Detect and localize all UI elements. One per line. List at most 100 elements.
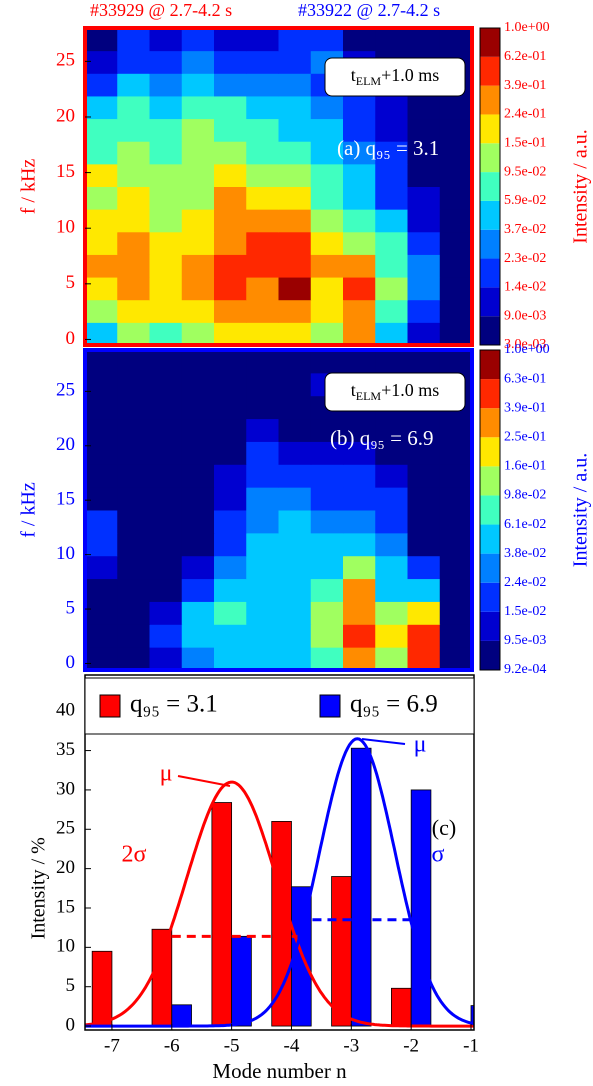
heat-cell <box>181 372 215 397</box>
bar <box>470 1005 474 1027</box>
heat-cell <box>310 578 344 602</box>
fit-curve <box>85 737 474 1028</box>
heat-cell <box>375 510 408 534</box>
heat-cell <box>246 231 279 255</box>
colorbar-band <box>480 379 500 409</box>
heat-cell <box>149 647 183 671</box>
heat-cell <box>149 532 183 557</box>
heat-cell <box>85 50 118 74</box>
heat-cell <box>85 28 118 52</box>
colorbar-band <box>480 350 500 380</box>
colorbar-tick-label: 9.0e-03 <box>504 308 546 323</box>
heat-cell <box>310 118 344 142</box>
heat-cell <box>246 418 279 442</box>
colorbar-tick-label: 9.5e-02 <box>504 164 546 179</box>
colorbar-band <box>480 611 500 641</box>
heat-cell <box>375 28 408 52</box>
heat-cell <box>85 510 118 534</box>
heat-cell <box>214 163 247 187</box>
y-tick-label: 10 <box>56 543 75 564</box>
heat-cell <box>439 118 473 142</box>
heat-cell <box>117 441 150 465</box>
heat-cell <box>439 510 473 534</box>
heat-cell <box>181 441 215 465</box>
heat-cell <box>439 254 473 278</box>
heat-cell <box>214 350 247 374</box>
heat-cell <box>439 322 473 346</box>
colorbar-tick-label: 1.5e-01 <box>504 135 546 150</box>
heat-cell <box>214 624 247 648</box>
heat-cell <box>375 647 408 671</box>
y-tick-label: 0 <box>66 1014 76 1035</box>
heat-cell <box>214 441 247 465</box>
y-tick-label: 10 <box>56 217 75 238</box>
colorbar-tick-label: 2.3e-02 <box>504 251 546 266</box>
heat-cell <box>343 464 376 488</box>
pointer <box>177 775 231 787</box>
heat-cell <box>214 418 247 442</box>
top-label: #33929 @ 2.7-4.2 s <box>90 0 232 20</box>
panel-border <box>83 26 474 347</box>
heat-cell <box>117 647 150 671</box>
x-tick-label: -2 <box>403 1035 419 1056</box>
top-label: #33922 @ 2.7-4.2 s <box>298 0 440 20</box>
heat-cell <box>343 578 376 602</box>
heat-cell <box>117 510 150 534</box>
heat-cell <box>278 372 312 397</box>
heat-cell <box>375 578 408 602</box>
heat-cell <box>278 186 312 210</box>
heat-cell <box>439 231 473 255</box>
heat-cell <box>407 254 441 278</box>
heat-cell <box>375 186 408 210</box>
heat-cell <box>246 322 279 346</box>
y-tick-label: 20 <box>56 434 75 455</box>
heat-cell <box>214 395 247 420</box>
heat-cell <box>214 464 247 488</box>
heat-cell <box>85 578 118 602</box>
x-tick-label: -7 <box>104 1035 120 1056</box>
colorbar-band <box>480 437 500 467</box>
heat-cell <box>439 299 473 323</box>
heat-cell <box>85 163 118 187</box>
colorbar-tick-label: 2.4e-01 <box>504 107 546 122</box>
heat-cell <box>246 28 279 52</box>
heat-cell <box>310 322 344 346</box>
heat-cell <box>181 277 215 301</box>
heat-cell <box>375 209 408 233</box>
heat-cell <box>343 118 376 142</box>
colorbar-tick-label: 9.2e-04 <box>504 662 546 677</box>
heat-cell <box>149 418 183 442</box>
heat-cell <box>246 95 279 120</box>
annotation: 2σ <box>420 842 445 868</box>
heat-cell <box>149 231 183 255</box>
heat-cell <box>407 231 441 255</box>
heat-cell <box>214 299 247 323</box>
heat-cell <box>214 73 247 97</box>
colorbar-tick-label: 6.2e-01 <box>504 49 546 64</box>
panel-border <box>83 348 474 672</box>
heat-cell <box>375 487 408 511</box>
heat-cell <box>343 186 376 210</box>
colorbar-band <box>480 114 500 144</box>
heat-cell <box>343 441 376 465</box>
heat-cell <box>375 624 408 648</box>
x-tick-label: -1 <box>463 1035 479 1056</box>
heat-cell <box>439 578 473 602</box>
heat-cell <box>214 95 247 120</box>
bar <box>151 928 173 1027</box>
heat-cell <box>439 624 473 648</box>
heat-cell <box>149 28 183 52</box>
heat-cell <box>214 510 247 534</box>
heat-cell <box>375 464 408 488</box>
heat-cell <box>117 231 150 255</box>
heat-cell <box>246 141 279 165</box>
heat-cell <box>85 350 118 374</box>
heat-cell <box>375 163 408 187</box>
y-tick-label: 15 <box>56 896 75 917</box>
heat-cell <box>181 299 215 323</box>
heat-cell <box>407 186 441 210</box>
heat-cell <box>117 163 150 187</box>
heat-cell <box>149 50 183 74</box>
heat-cell <box>278 299 312 323</box>
heat-cell <box>181 254 215 278</box>
